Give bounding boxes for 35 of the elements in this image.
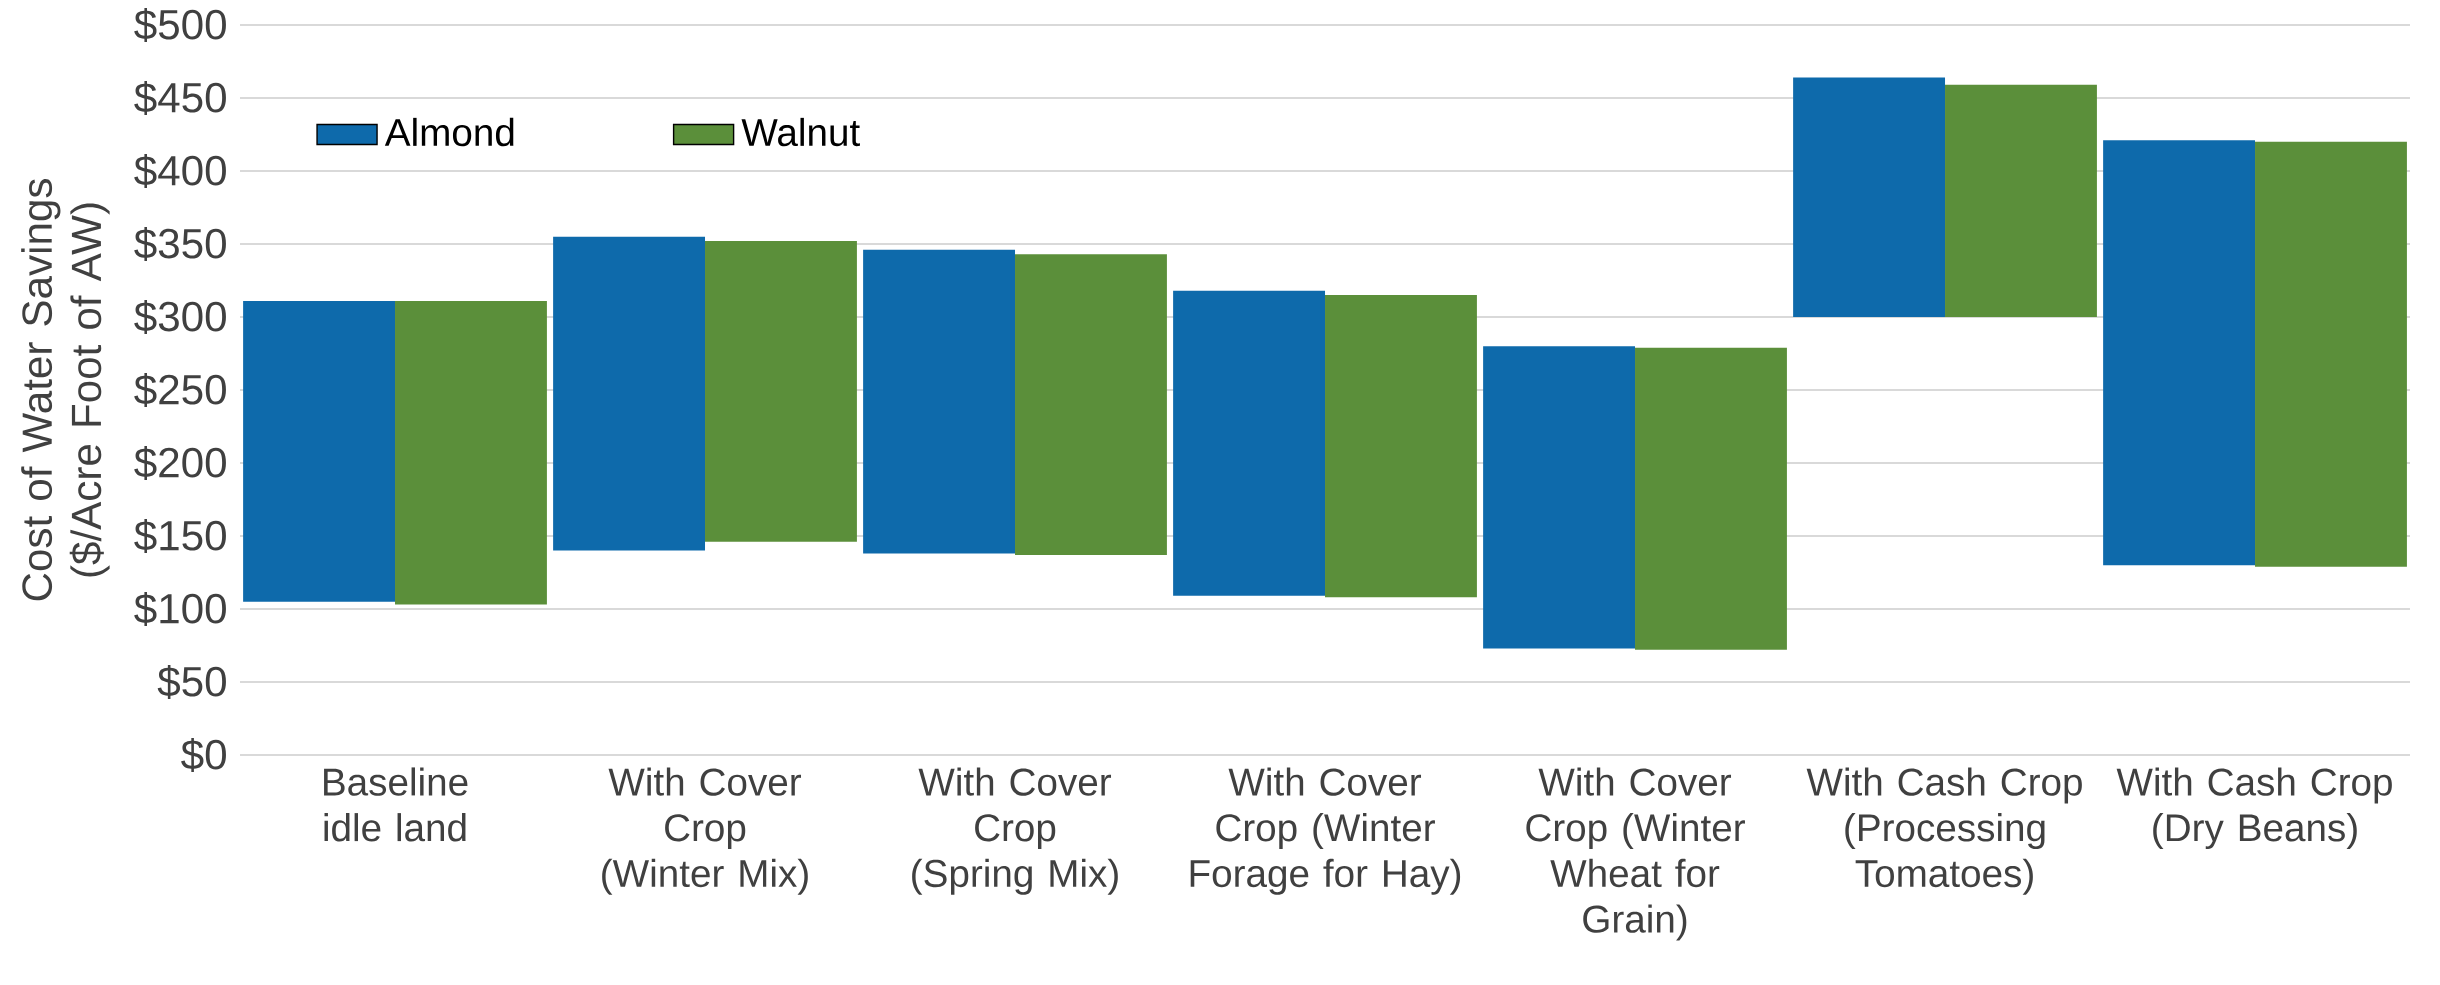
bar [863, 249, 1016, 554]
y-tick-label: $150 [134, 518, 226, 554]
y-tick-label: $50 [157, 664, 226, 700]
bar [1483, 346, 1636, 649]
bar [1173, 290, 1326, 596]
bar [1793, 77, 1946, 317]
y-tick-label: $100 [134, 591, 226, 627]
bar [1635, 347, 1787, 650]
y-tick-label: $350 [134, 226, 226, 262]
x-tick-label: With Cover Crop (Winter Wheat for Grain) [1526, 767, 1745, 941]
bar [1945, 84, 2097, 317]
y-tick-label: $250 [134, 372, 226, 408]
x-tick-label: Baseline idle land [324, 767, 468, 842]
x-tick-label: With Cash Crop (Dry Beans) [2116, 767, 2392, 850]
legend-label: Walnut [741, 117, 860, 147]
y-tick-label: $400 [134, 153, 226, 189]
x-tick-label: With Cash Crop (Processing Tomatoes) [1806, 767, 2082, 895]
y-tick-label: $200 [134, 445, 226, 481]
bar [553, 236, 706, 551]
bar [395, 300, 547, 605]
bar [1015, 254, 1167, 555]
x-tick-label: With Cover Crop (Winter Forage for Hay) [1190, 767, 1461, 895]
legend-label: Almond [384, 117, 514, 147]
y-axis-title: Cost of Water Savings ($/Acre Foot of AW) [21, 179, 110, 601]
bar [2103, 140, 2256, 566]
y-tick-label: $300 [134, 299, 226, 335]
y-tick-label: $0 [181, 737, 226, 773]
bar [2255, 141, 2407, 567]
bar [243, 300, 396, 602]
x-tick-label: With Cover Crop (Spring Mix) [912, 767, 1118, 895]
x-tick-label: With Cover Crop (Winter Mix) [602, 767, 808, 895]
y-tick-label: $500 [134, 7, 226, 43]
bar [1325, 295, 1477, 598]
y-tick-label: $450 [134, 80, 226, 116]
bar [705, 241, 857, 542]
